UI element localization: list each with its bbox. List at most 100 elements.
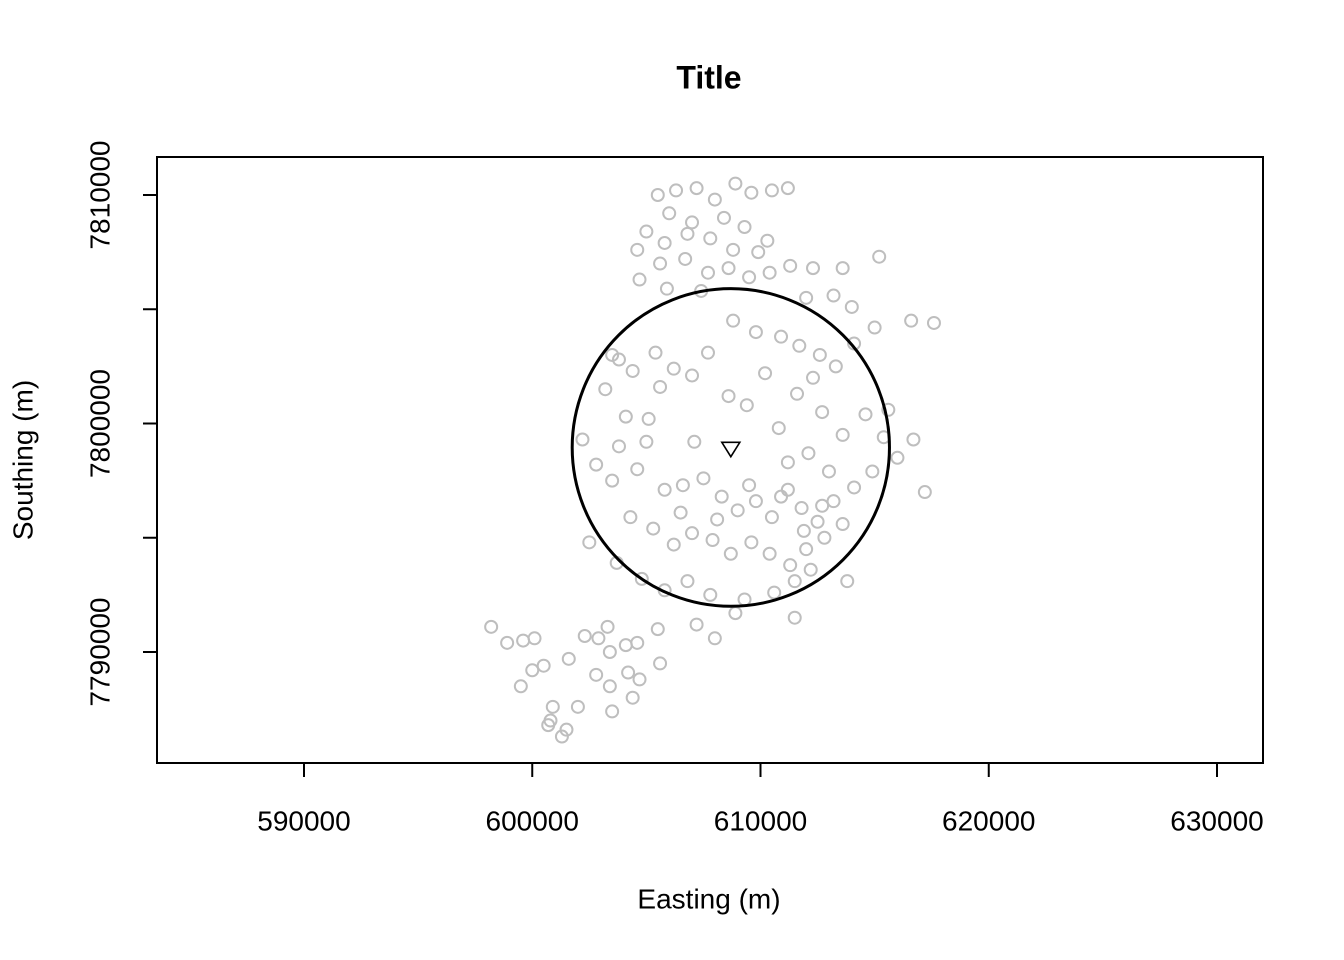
point bbox=[570, 699, 585, 714]
point bbox=[611, 352, 626, 367]
point bbox=[762, 546, 777, 561]
x-tick-label: 590000 bbox=[257, 805, 350, 836]
point bbox=[858, 407, 873, 422]
point bbox=[513, 679, 528, 694]
point bbox=[801, 446, 816, 461]
y-tick-label: 7790000 bbox=[84, 597, 115, 706]
point bbox=[559, 722, 574, 737]
point bbox=[602, 644, 617, 659]
point bbox=[705, 533, 720, 548]
point bbox=[817, 530, 832, 545]
point bbox=[703, 231, 718, 246]
point bbox=[589, 667, 604, 682]
point bbox=[662, 206, 677, 221]
point bbox=[844, 299, 859, 314]
point bbox=[917, 485, 932, 500]
point bbox=[774, 489, 789, 504]
point bbox=[726, 242, 741, 257]
point bbox=[675, 478, 690, 493]
point bbox=[710, 512, 725, 527]
point bbox=[621, 665, 636, 680]
point bbox=[666, 361, 681, 376]
x-axis-label: Easting (m) bbox=[637, 883, 780, 914]
point bbox=[790, 386, 805, 401]
point bbox=[764, 183, 779, 198]
point bbox=[545, 699, 560, 714]
point bbox=[707, 192, 722, 207]
point bbox=[721, 261, 736, 276]
point bbox=[721, 389, 736, 404]
point bbox=[703, 587, 718, 602]
point bbox=[701, 345, 716, 360]
point bbox=[771, 421, 786, 436]
point bbox=[812, 347, 827, 362]
point bbox=[685, 368, 700, 383]
point bbox=[904, 313, 919, 328]
point bbox=[673, 505, 688, 520]
point bbox=[748, 494, 763, 509]
point bbox=[742, 478, 757, 493]
point bbox=[805, 261, 820, 276]
point bbox=[666, 537, 681, 552]
y-axis-label: Southing (m) bbox=[7, 380, 38, 540]
point bbox=[780, 455, 795, 470]
point bbox=[646, 521, 661, 536]
point bbox=[783, 558, 798, 573]
center-marker bbox=[720, 441, 742, 459]
point bbox=[575, 432, 590, 447]
point bbox=[680, 226, 695, 241]
point bbox=[783, 258, 798, 273]
point bbox=[826, 494, 841, 509]
point bbox=[716, 210, 731, 225]
point bbox=[589, 457, 604, 472]
y-tick-label: 7800000 bbox=[84, 369, 115, 478]
point bbox=[815, 405, 830, 420]
point bbox=[821, 464, 836, 479]
point bbox=[639, 434, 654, 449]
point bbox=[767, 585, 782, 600]
point bbox=[762, 265, 777, 280]
point bbox=[835, 517, 850, 532]
point bbox=[794, 501, 809, 516]
point bbox=[815, 498, 830, 513]
point bbox=[625, 690, 640, 705]
point bbox=[577, 629, 592, 644]
point bbox=[659, 281, 674, 296]
point bbox=[780, 181, 795, 196]
point bbox=[536, 658, 551, 673]
point bbox=[865, 464, 880, 479]
point bbox=[657, 235, 672, 250]
point bbox=[847, 480, 862, 495]
point bbox=[632, 272, 647, 287]
point bbox=[726, 313, 741, 328]
point bbox=[598, 382, 613, 397]
point bbox=[787, 574, 802, 589]
point bbox=[680, 574, 695, 589]
point bbox=[630, 635, 645, 650]
y-tick-label: 7810000 bbox=[84, 140, 115, 249]
point bbox=[630, 242, 645, 257]
point bbox=[641, 411, 656, 426]
x-tick-label: 630000 bbox=[1170, 805, 1263, 836]
point bbox=[541, 718, 556, 733]
point bbox=[867, 320, 882, 335]
point bbox=[484, 619, 499, 634]
point bbox=[707, 631, 722, 646]
point bbox=[653, 379, 668, 394]
point bbox=[500, 635, 515, 650]
point bbox=[685, 526, 700, 541]
point bbox=[906, 432, 921, 447]
point bbox=[701, 265, 716, 280]
point bbox=[605, 704, 620, 719]
point bbox=[657, 482, 672, 497]
point bbox=[561, 651, 576, 666]
point bbox=[669, 183, 684, 198]
point bbox=[881, 402, 896, 417]
point bbox=[744, 185, 759, 200]
point bbox=[748, 325, 763, 340]
point bbox=[527, 631, 542, 646]
point bbox=[728, 176, 743, 191]
point bbox=[600, 619, 615, 634]
point bbox=[764, 510, 779, 525]
